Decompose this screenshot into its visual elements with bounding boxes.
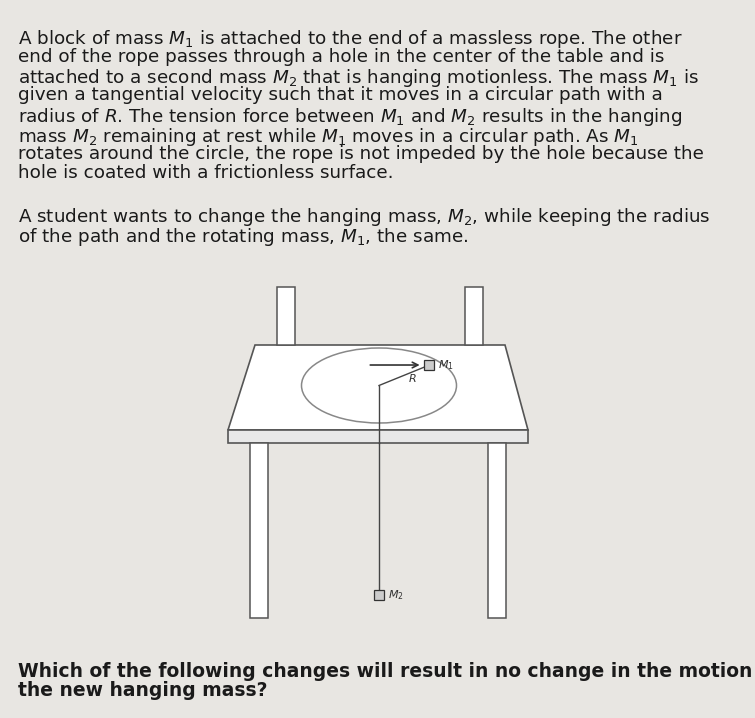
Polygon shape bbox=[374, 590, 384, 600]
Text: given a tangential velocity such that it moves in a circular path with a: given a tangential velocity such that it… bbox=[18, 86, 663, 105]
Polygon shape bbox=[228, 430, 528, 443]
Text: the new hanging mass?: the new hanging mass? bbox=[18, 681, 267, 701]
Polygon shape bbox=[228, 345, 528, 430]
Text: hole is coated with a frictionless surface.: hole is coated with a frictionless surfa… bbox=[18, 164, 393, 182]
Text: $M_2$: $M_2$ bbox=[388, 588, 404, 602]
Polygon shape bbox=[250, 443, 268, 618]
Polygon shape bbox=[465, 287, 483, 345]
Text: A block of mass $M_1$ is attached to the end of a massless rope. The other: A block of mass $M_1$ is attached to the… bbox=[18, 28, 683, 50]
Text: $M_1$: $M_1$ bbox=[439, 358, 455, 372]
Text: mass $M_2$ remaining at rest while $M_1$ moves in a circular path. As $M_1$: mass $M_2$ remaining at rest while $M_1$… bbox=[18, 126, 639, 147]
Text: of the path and the rotating mass, $M_1$, the same.: of the path and the rotating mass, $M_1$… bbox=[18, 225, 468, 248]
Text: end of the rope passes through a hole in the center of the table and is: end of the rope passes through a hole in… bbox=[18, 47, 664, 65]
Text: Which of the following changes will result in no change in the motion of: Which of the following changes will resu… bbox=[18, 662, 755, 681]
Text: A student wants to change the hanging mass, $M_2$, while keeping the radius: A student wants to change the hanging ma… bbox=[18, 206, 710, 228]
Polygon shape bbox=[488, 443, 506, 618]
Polygon shape bbox=[277, 287, 295, 345]
Text: radius of $R$. The tension force between $M_1$ and $M_2$ results in the hanging: radius of $R$. The tension force between… bbox=[18, 106, 683, 128]
Polygon shape bbox=[424, 360, 434, 370]
Text: rotates around the circle, the rope is not impeded by the hole because the: rotates around the circle, the rope is n… bbox=[18, 145, 704, 163]
Text: attached to a second mass $M_2$ that is hanging motionless. The mass $M_1$ is: attached to a second mass $M_2$ that is … bbox=[18, 67, 699, 89]
Text: $R$: $R$ bbox=[408, 372, 417, 384]
